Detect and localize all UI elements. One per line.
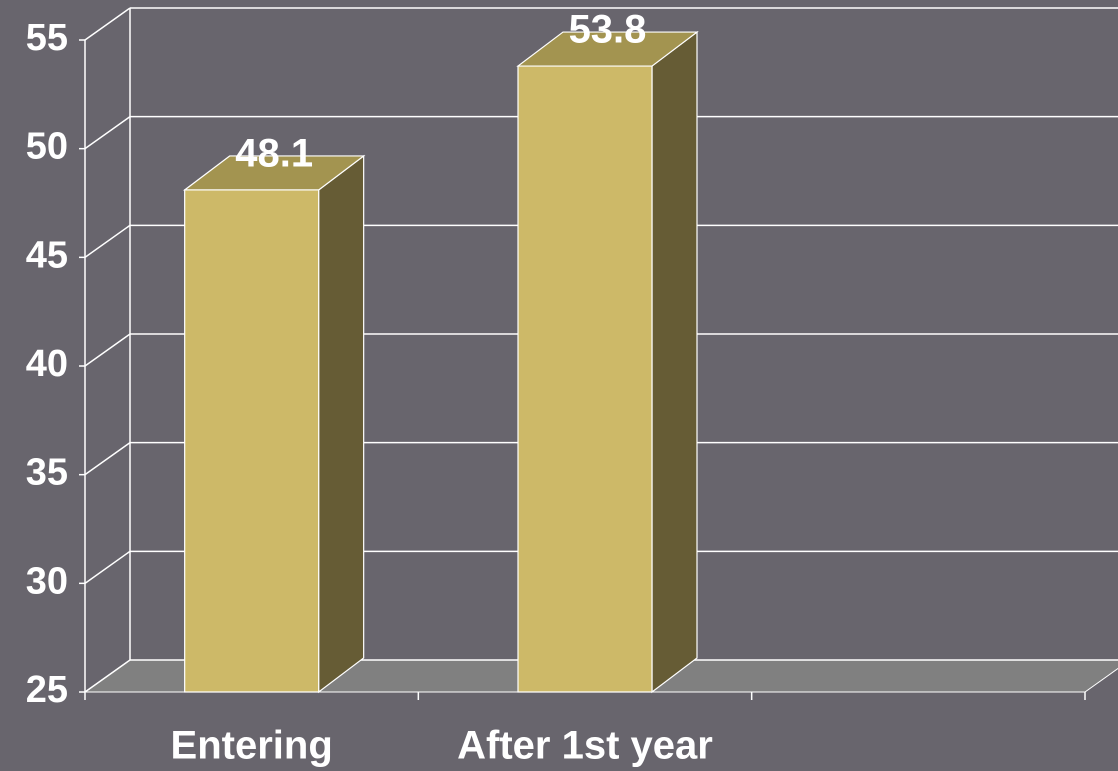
y-tick-label: 40 [26, 343, 68, 385]
bar-front [517, 65, 653, 693]
y-tick-label: 55 [26, 17, 68, 59]
side-grid-line [84, 116, 131, 150]
y-tick-label: 30 [26, 560, 68, 602]
bar-front [184, 189, 320, 693]
bar-side [318, 154, 365, 694]
y-tick-label: 35 [26, 452, 68, 494]
x-tick-label: After 1st year [457, 724, 713, 768]
y-tick-label: 45 [26, 234, 68, 276]
y-tick-label: 50 [26, 126, 68, 168]
value-label: 53.8 [569, 8, 647, 52]
bar-side [651, 30, 698, 694]
y-tick-label: 25 [26, 669, 68, 711]
side-grid-line [84, 550, 131, 584]
side-grid-line [84, 442, 131, 476]
side-grid-line [84, 7, 131, 41]
side-grid-line [84, 659, 131, 693]
side-grid-line [84, 224, 131, 258]
bar [182, 154, 366, 694]
bar [516, 30, 699, 694]
side-grid-line [84, 333, 131, 367]
value-label: 48.1 [235, 132, 313, 176]
x-tick-label: Entering [171, 724, 333, 768]
